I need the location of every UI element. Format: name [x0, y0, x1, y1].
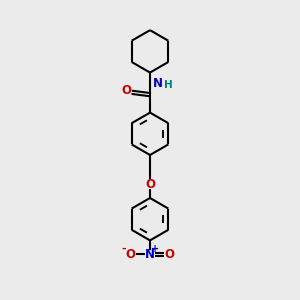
- Text: H: H: [164, 80, 173, 90]
- Text: N: N: [153, 77, 163, 90]
- Text: N: N: [145, 248, 155, 261]
- Text: O: O: [122, 84, 131, 97]
- Text: O: O: [145, 178, 155, 191]
- Text: +: +: [151, 244, 159, 254]
- Text: -: -: [122, 243, 126, 253]
- Text: O: O: [126, 248, 136, 261]
- Text: O: O: [164, 248, 174, 261]
